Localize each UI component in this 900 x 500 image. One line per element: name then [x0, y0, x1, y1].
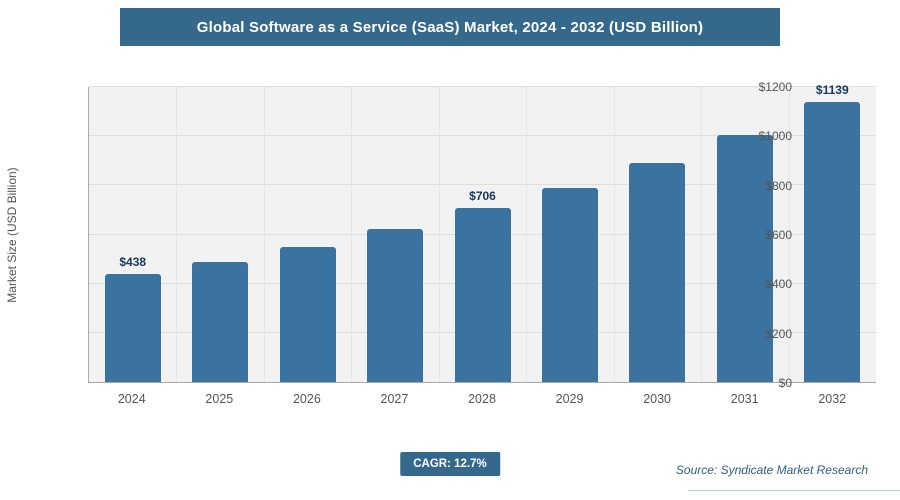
x-axis-label: 2027 — [380, 392, 409, 406]
y-gridline — [89, 135, 876, 137]
footer-divider — [688, 490, 900, 491]
source-note: Source: Syndicate Market Research — [675, 463, 868, 477]
x-axis-label: 2024 — [117, 392, 146, 406]
bar — [279, 246, 336, 382]
y-gridline — [89, 184, 876, 186]
v-gridline — [176, 87, 178, 382]
bar-value-label: $438 — [119, 255, 147, 270]
cagr-badge: CAGR: 12.7% — [400, 452, 500, 476]
x-axis-label: 2030 — [643, 392, 672, 406]
y-axis-title: Market Size (USD Billion) — [5, 167, 19, 303]
x-axis-label: 2031 — [730, 392, 759, 406]
bar-value-label: $1139 — [815, 83, 849, 97]
y-tick-label: $1200 — [758, 80, 792, 94]
bar-value-label: $706 — [469, 189, 496, 204]
bar — [192, 261, 249, 382]
v-gridline — [526, 87, 528, 382]
y-tick-label: $1000 — [758, 129, 792, 144]
x-axis-label: 2028 — [468, 392, 496, 406]
bar — [629, 163, 686, 382]
y-tick-label: $400 — [765, 277, 792, 292]
v-gridline — [438, 87, 440, 382]
x-axis-label: 2025 — [205, 392, 234, 406]
x-axis-label: 2032 — [818, 392, 847, 406]
bar — [541, 187, 598, 382]
v-gridline — [613, 87, 615, 382]
x-axis-labels: 2024 2025 2026 2027 2028 2029 2030 2031 2032 — [88, 392, 876, 412]
plot-area: $438 $706 $1139 — [88, 83, 876, 383]
bar — [716, 134, 773, 382]
bar — [367, 229, 424, 382]
chart-title: Global Software as a Service (SaaS) Mark… — [196, 18, 704, 36]
y-tick-label: $800 — [765, 178, 792, 193]
y-axis-ticks: $0 $200 $400 $600 $800 $1000 $1200 — [728, 80, 888, 390]
v-gridline — [263, 87, 265, 382]
bar — [454, 208, 511, 382]
y-tick-label: $0 — [778, 376, 792, 390]
y-tick-label: $600 — [765, 228, 792, 242]
bar — [104, 274, 161, 382]
v-gridline — [351, 87, 353, 382]
chart-title-banner: Global Software as a Service (SaaS) Mark… — [120, 8, 780, 46]
x-axis-label: 2029 — [555, 392, 584, 406]
bar — [804, 102, 861, 382]
y-gridline — [89, 86, 876, 87]
x-axis-label: 2026 — [292, 392, 321, 406]
v-gridline — [788, 87, 790, 382]
v-gridline — [701, 87, 703, 382]
y-tick-label: $200 — [765, 326, 792, 341]
